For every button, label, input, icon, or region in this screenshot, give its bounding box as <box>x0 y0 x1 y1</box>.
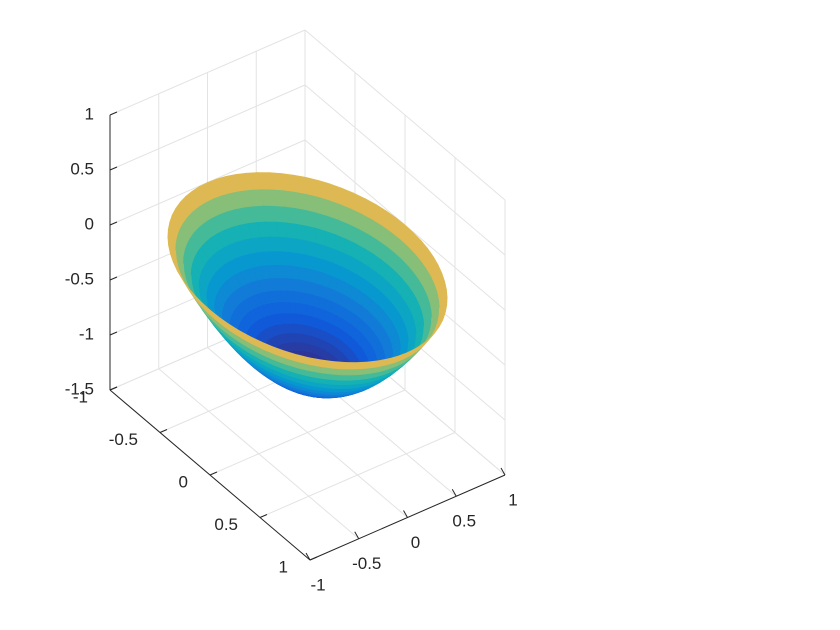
z-tick-label: 1 <box>85 104 94 123</box>
grid-line <box>259 432 456 518</box>
surface-patch <box>305 268 315 284</box>
grid-line <box>209 389 406 476</box>
surface-patch <box>295 223 307 242</box>
surface-patch <box>298 279 307 294</box>
surface-patch <box>306 280 315 296</box>
surface-patch <box>331 361 346 370</box>
surface-patch <box>314 256 325 274</box>
surface-patch <box>330 367 344 376</box>
x-tick-label: 0 <box>411 533 420 552</box>
surface-patch <box>296 238 307 256</box>
axes <box>109 111 506 561</box>
y-tick-label: -1 <box>73 387 88 406</box>
surface-patch <box>282 190 296 209</box>
surface-patch <box>305 225 317 244</box>
x-tick-mark <box>403 510 408 518</box>
grid-line <box>304 29 506 201</box>
surface-patch <box>320 359 334 369</box>
z-tick-mark <box>109 111 118 116</box>
x-tick-mark <box>500 467 506 476</box>
surface-patch <box>297 253 307 269</box>
y-tick-mark <box>309 556 318 561</box>
z-tick-label: -1.5 <box>65 379 94 398</box>
grid-line <box>304 84 506 256</box>
surface-patch <box>305 193 318 214</box>
z-tick-mark <box>109 276 118 281</box>
x-tick-mark <box>354 531 360 539</box>
grid-line <box>109 29 306 116</box>
surface-patch <box>293 174 307 195</box>
surface-patch <box>306 315 313 328</box>
z-tick-label: -1 <box>79 324 94 343</box>
surface-patch <box>281 173 295 193</box>
z-tick-mark <box>109 331 118 336</box>
y-tick-mark <box>109 386 118 391</box>
y-tick-mark <box>209 471 218 476</box>
x-tick-label: 1 <box>508 490 517 509</box>
surface-patch <box>297 266 307 282</box>
y-tick-mark <box>259 514 268 518</box>
y-tick-label: 0 <box>179 472 188 491</box>
surface-patch <box>305 240 316 258</box>
y-tick-label: 1 <box>279 557 288 576</box>
z-tick-mark <box>109 166 118 171</box>
surface-patch <box>305 210 318 229</box>
grid-line <box>109 84 306 171</box>
z-tick-label: 0.5 <box>70 159 94 178</box>
x-tick-label: -1 <box>310 575 325 594</box>
tick-labels: 10.50-0.5-1-1.5-1-0.500.51-1-0.500.51 <box>65 104 518 594</box>
x-tick-label: -0.5 <box>352 554 381 573</box>
x-tick-mark <box>451 489 457 497</box>
surface-patch <box>299 291 307 306</box>
surface <box>167 172 448 399</box>
surface-patch <box>294 208 307 227</box>
surface-patch <box>313 270 323 286</box>
surface-patch <box>306 304 314 318</box>
surface-patch <box>314 242 326 261</box>
surface-patch <box>305 254 316 271</box>
z-tick-mark <box>109 221 118 226</box>
surface-patch <box>284 206 297 225</box>
y-tick-mark <box>159 429 168 433</box>
z-tick-label: 0 <box>85 214 94 233</box>
y-tick-label: 0.5 <box>214 515 238 534</box>
x-tick-mark <box>305 552 311 561</box>
z-tick-label: -0.5 <box>65 269 94 288</box>
surface-patch <box>306 293 314 307</box>
surface-patch <box>296 354 310 365</box>
x-tick-label: 0.5 <box>452 512 476 531</box>
surface-patch <box>305 176 319 198</box>
y-tick-label: -0.5 <box>109 430 138 449</box>
surface-patch <box>293 191 307 211</box>
